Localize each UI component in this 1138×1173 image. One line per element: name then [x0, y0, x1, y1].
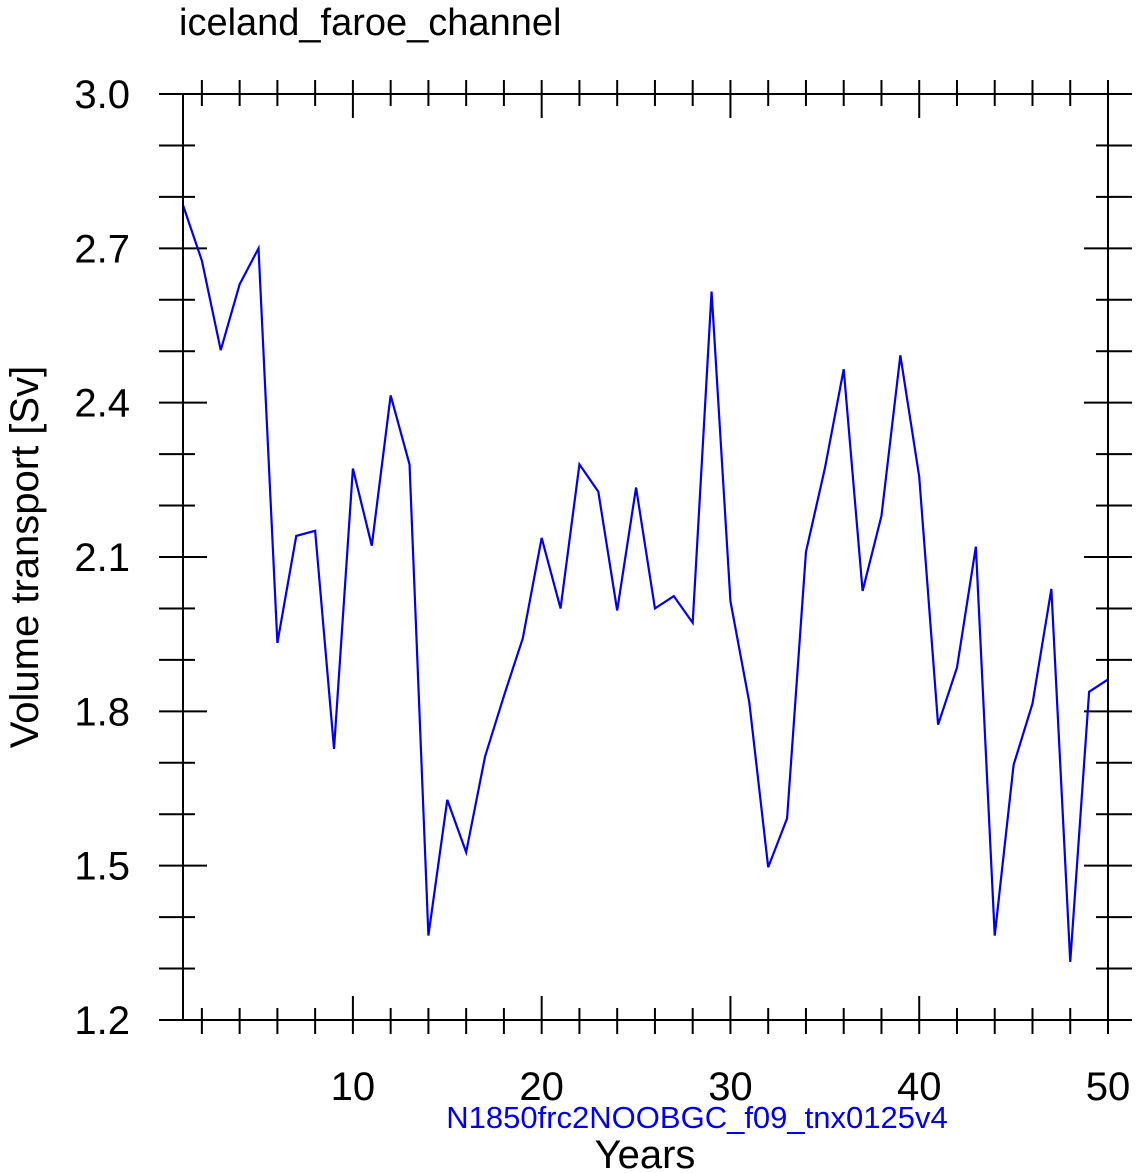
y-tick-label: 2.1 [74, 536, 130, 580]
series-line [181, 204, 1109, 962]
x-tick-label: 20 [519, 1065, 564, 1109]
y-axis-title: Volume transport [Sv] [3, 366, 47, 748]
x-tick-label: 10 [331, 1065, 376, 1109]
x-tick-label: 30 [708, 1065, 753, 1109]
y-tick-label: 2.4 [74, 382, 130, 426]
run-name-label: N1850frc2NOOBGC_f09_tnx0125v4 [446, 1100, 947, 1135]
chart-title: iceland_faroe_channel [179, 2, 561, 44]
x-tick-label: 40 [897, 1065, 942, 1109]
y-tick-label: 1.8 [74, 690, 130, 734]
y-tick-label: 1.2 [74, 999, 130, 1043]
y-tick-label: 3.0 [74, 73, 130, 117]
y-tick-label: 2.7 [74, 227, 130, 271]
x-axis-title: Years [595, 1133, 696, 1173]
y-tick-label: 1.5 [74, 845, 130, 889]
tick-labels: 10 20 30 40 50 1.2 1.5 1.8 2.1 2.4 2.7 3.0 [74, 73, 1130, 1109]
x-tick-label: 50 [1086, 1065, 1131, 1109]
plot-frame [182, 93, 1109, 1021]
tick-marks [159, 80, 1132, 1034]
